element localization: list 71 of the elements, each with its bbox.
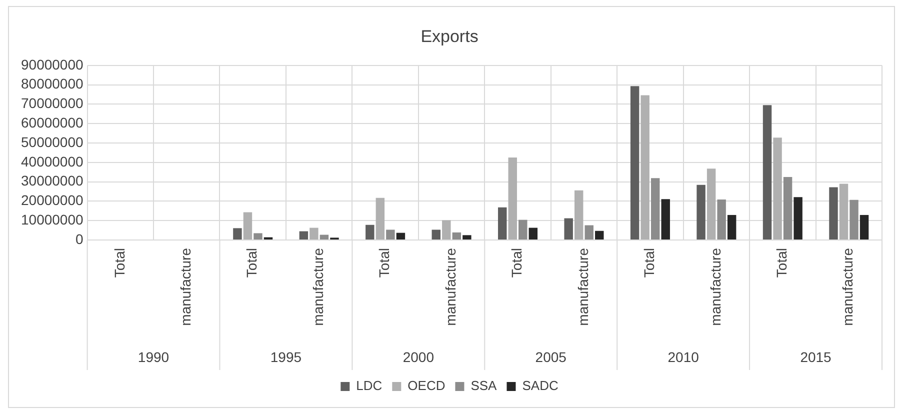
- bar: [243, 212, 252, 240]
- bar: [839, 184, 848, 240]
- bar: [452, 232, 462, 240]
- bar: [528, 228, 538, 240]
- y-tick-label: 50000000: [20, 134, 84, 150]
- bar: [396, 232, 406, 240]
- bar: [320, 234, 329, 240]
- legend-label: SADC: [522, 378, 558, 394]
- y-tick-label: 20000000: [20, 192, 84, 208]
- bar: [860, 214, 869, 240]
- bar: [366, 224, 374, 240]
- x-tick-label: manufacture: [574, 248, 591, 326]
- bar: [640, 95, 650, 240]
- y-tick-label: 30000000: [20, 172, 84, 189]
- legend-label: LDC: [356, 378, 382, 394]
- x-tick-label: manufacture: [840, 248, 856, 326]
- bar: [584, 225, 594, 240]
- x-tick-label: manufacture: [707, 248, 724, 326]
- bar: [299, 231, 308, 240]
- bar: [650, 178, 660, 240]
- bar: [762, 105, 772, 240]
- text: 1990: [138, 348, 170, 365]
- text: 2005: [535, 348, 567, 365]
- x-tick-label: manufacture: [177, 248, 194, 326]
- bar: [508, 158, 517, 240]
- bar: [595, 230, 604, 240]
- bar: [518, 220, 528, 240]
- bar: [498, 207, 507, 240]
- y-tick-label: 10000000: [20, 211, 84, 228]
- bar: [696, 184, 706, 240]
- x-tick-label: manufacture: [310, 248, 326, 326]
- text: 2015: [800, 348, 832, 365]
- bar: [310, 228, 318, 240]
- text: 2000: [402, 348, 434, 365]
- y-tick-label: 0: [75, 230, 84, 247]
- bar: [462, 235, 472, 240]
- chart-title: Exports: [420, 26, 478, 46]
- y-tick-label: 60000000: [20, 114, 84, 130]
- bar: [432, 230, 440, 240]
- bar: [574, 190, 584, 240]
- bar: [661, 199, 670, 240]
- y-tick-label: 90000000: [20, 56, 84, 72]
- legend-label: OECD: [408, 378, 446, 394]
- bar: [386, 230, 395, 240]
- y-tick-label: 70000000: [20, 95, 84, 112]
- bar: [794, 197, 802, 240]
- bar: [706, 168, 716, 240]
- bar: [630, 86, 640, 240]
- bar: [829, 187, 838, 240]
- x-tick-label: Total: [508, 248, 525, 278]
- x-tick-label: Total: [111, 248, 128, 278]
- text: 2010: [668, 348, 700, 365]
- x-tick-label: Total: [244, 248, 260, 278]
- x-tick-label: manufacture: [442, 248, 458, 326]
- bar: [442, 220, 451, 240]
- x-tick-label: Total: [774, 248, 790, 278]
- bar: [850, 200, 858, 240]
- text: 1995: [270, 348, 302, 365]
- bar: [727, 214, 736, 240]
- bar: [233, 228, 242, 240]
- bar: [717, 199, 726, 240]
- x-tick-label: Total: [376, 248, 392, 278]
- bar: [564, 218, 573, 240]
- bar: [773, 138, 782, 240]
- y-tick-label: 80000000: [20, 76, 84, 92]
- bar: [376, 198, 385, 240]
- y-tick-label: 40000000: [20, 153, 84, 170]
- bar: [254, 233, 262, 240]
- bar: [783, 176, 792, 240]
- legend-label: SSA: [470, 378, 498, 394]
- x-tick-label: Total: [641, 248, 658, 278]
